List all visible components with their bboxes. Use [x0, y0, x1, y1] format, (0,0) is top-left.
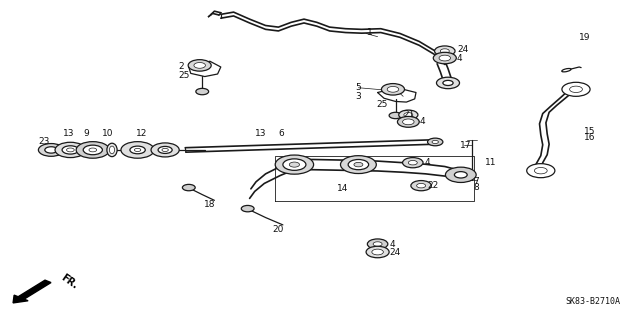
Text: 22: 22: [428, 181, 439, 190]
Circle shape: [428, 138, 443, 146]
FancyArrow shape: [13, 280, 51, 303]
Text: 13: 13: [255, 129, 267, 138]
Circle shape: [162, 148, 168, 152]
Ellipse shape: [562, 69, 571, 72]
Circle shape: [134, 148, 141, 152]
Circle shape: [367, 239, 388, 249]
Text: 5: 5: [355, 83, 361, 92]
Circle shape: [89, 148, 97, 152]
Text: 6: 6: [278, 130, 284, 138]
Text: SK83-B2710A: SK83-B2710A: [566, 297, 621, 306]
Circle shape: [534, 167, 547, 174]
Text: 12: 12: [136, 130, 148, 138]
Circle shape: [67, 148, 74, 152]
Circle shape: [454, 172, 467, 178]
Text: 7: 7: [474, 177, 479, 186]
Ellipse shape: [109, 146, 115, 154]
Circle shape: [373, 242, 382, 246]
Circle shape: [562, 82, 590, 96]
Circle shape: [354, 162, 363, 167]
Circle shape: [404, 113, 413, 117]
Text: 14: 14: [337, 184, 349, 193]
Circle shape: [194, 63, 205, 68]
Text: 2: 2: [178, 62, 184, 71]
Circle shape: [182, 184, 195, 191]
Circle shape: [443, 80, 453, 85]
Text: 4: 4: [424, 158, 430, 167]
Circle shape: [55, 142, 86, 158]
Text: 17: 17: [460, 141, 471, 150]
Circle shape: [151, 143, 179, 157]
Text: 4: 4: [420, 117, 426, 126]
Text: 20: 20: [272, 225, 284, 234]
Circle shape: [445, 167, 476, 182]
Text: 8: 8: [474, 183, 479, 192]
Circle shape: [241, 205, 254, 212]
Circle shape: [196, 88, 209, 95]
Circle shape: [62, 146, 79, 154]
Text: 21: 21: [403, 110, 415, 119]
Text: 24: 24: [457, 45, 468, 54]
Text: 19: 19: [579, 33, 591, 42]
Circle shape: [387, 86, 399, 92]
Text: 9: 9: [84, 130, 89, 138]
Text: 15: 15: [584, 127, 595, 136]
Circle shape: [121, 142, 154, 158]
Circle shape: [38, 144, 64, 156]
Circle shape: [527, 164, 555, 178]
Circle shape: [408, 160, 417, 165]
Circle shape: [411, 181, 431, 191]
Circle shape: [188, 60, 211, 71]
Circle shape: [283, 159, 306, 170]
Circle shape: [403, 158, 423, 168]
Circle shape: [340, 156, 376, 174]
Circle shape: [399, 110, 418, 120]
Circle shape: [433, 52, 456, 64]
Ellipse shape: [107, 143, 117, 157]
Circle shape: [397, 116, 419, 127]
Circle shape: [440, 49, 449, 53]
Circle shape: [439, 55, 451, 61]
Text: 3: 3: [355, 92, 361, 101]
Text: 25: 25: [178, 71, 189, 80]
Circle shape: [372, 249, 383, 255]
Circle shape: [570, 86, 582, 93]
Circle shape: [348, 160, 369, 170]
Text: 1: 1: [367, 28, 372, 37]
Text: FR.: FR.: [59, 272, 79, 291]
Text: 13: 13: [63, 129, 75, 138]
Text: 10: 10: [102, 130, 113, 138]
Circle shape: [417, 183, 426, 188]
Text: 18: 18: [204, 200, 215, 209]
Circle shape: [435, 46, 455, 56]
Text: 4: 4: [389, 240, 395, 249]
Circle shape: [436, 77, 460, 89]
Circle shape: [381, 84, 404, 95]
Circle shape: [403, 119, 414, 125]
Circle shape: [83, 145, 102, 155]
Circle shape: [130, 146, 145, 154]
Circle shape: [289, 162, 300, 167]
Text: 4: 4: [457, 54, 463, 63]
Text: 25: 25: [376, 100, 388, 109]
Circle shape: [432, 140, 438, 144]
Circle shape: [45, 147, 58, 153]
Circle shape: [158, 146, 172, 153]
Text: 24: 24: [389, 248, 401, 256]
Text: 16: 16: [584, 133, 595, 142]
Circle shape: [389, 112, 402, 119]
Circle shape: [366, 246, 389, 258]
Circle shape: [275, 155, 314, 174]
Text: 11: 11: [485, 158, 497, 167]
Text: 23: 23: [38, 137, 50, 146]
Circle shape: [76, 142, 109, 158]
